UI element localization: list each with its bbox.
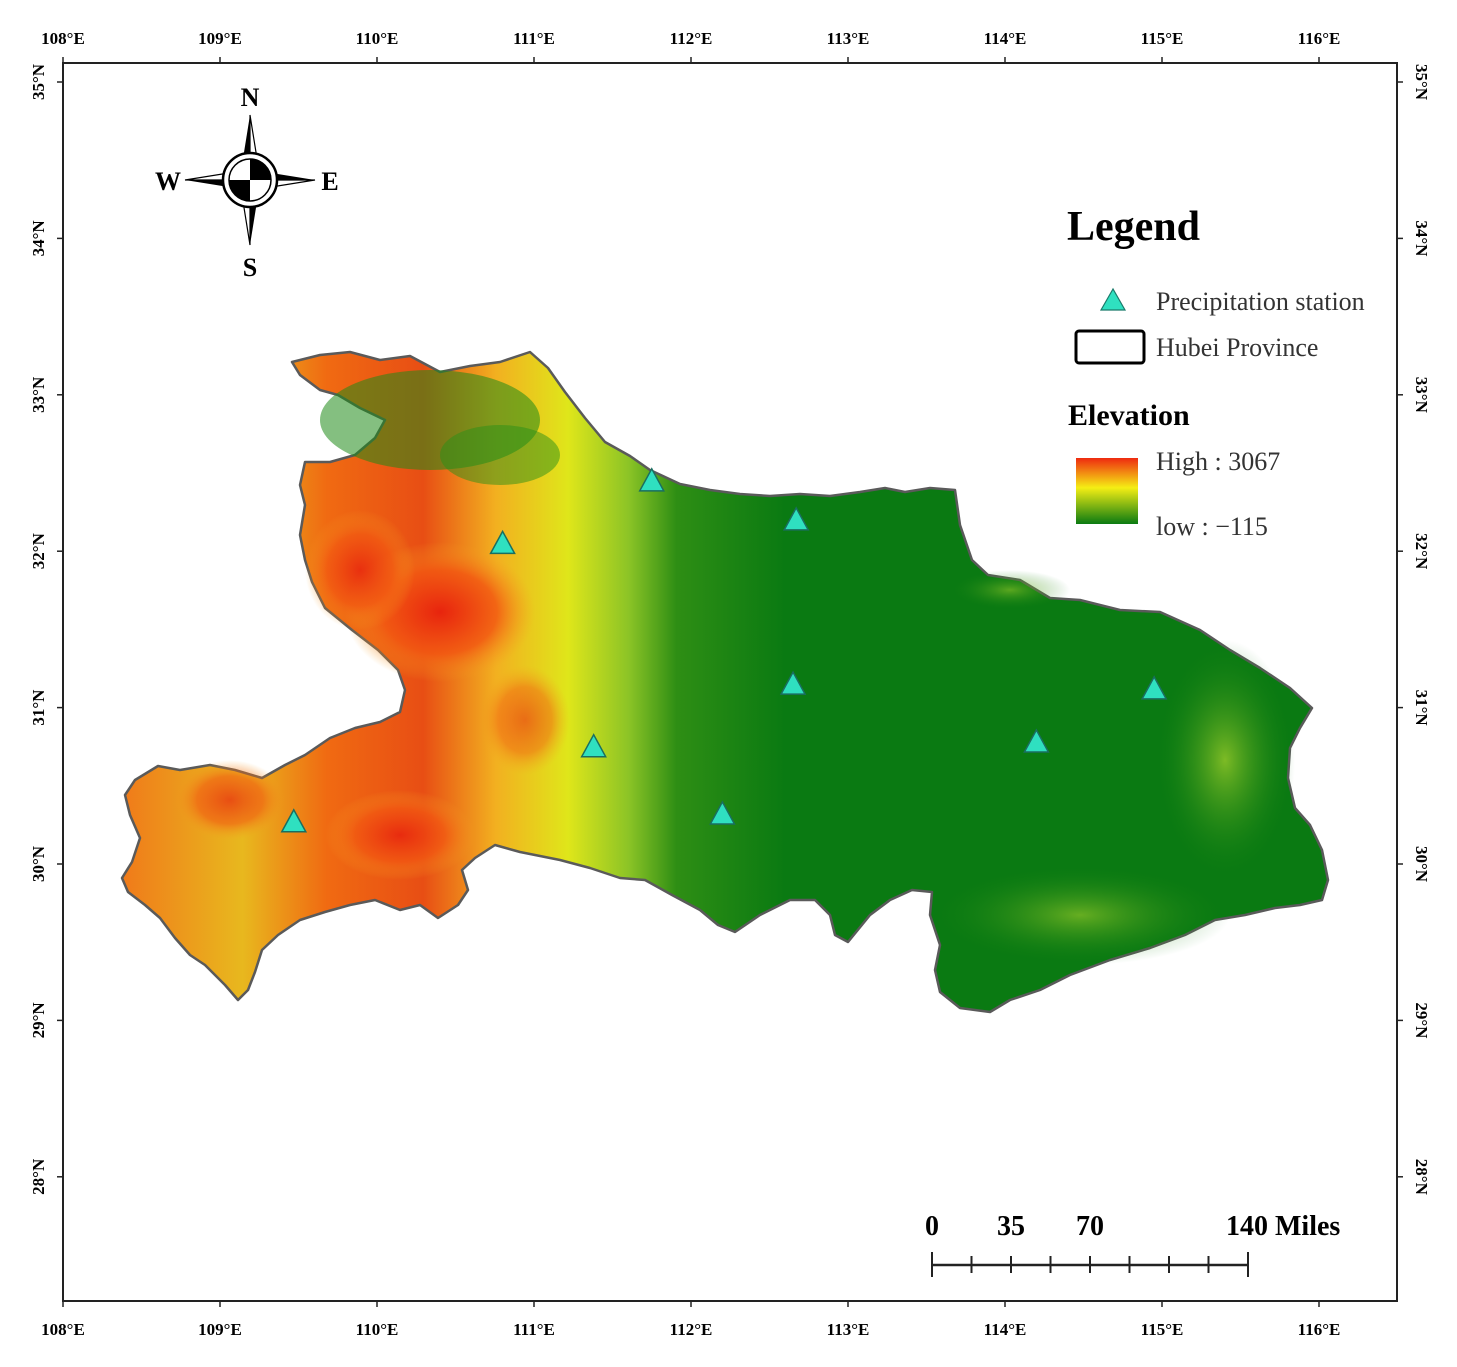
longitude-label-top: 112°E xyxy=(670,29,713,48)
longitude-label-bottom: 110°E xyxy=(356,1320,399,1339)
latitude-label-right: 35°N xyxy=(1412,64,1431,101)
precipitation-station-marker xyxy=(779,670,807,695)
latitude-label-right: 29°N xyxy=(1412,1002,1431,1039)
north-arrow-compass-icon: N S E W xyxy=(155,83,339,282)
longitude-label-top: 116°E xyxy=(1298,29,1341,48)
legend-high-label: High : 3067 xyxy=(1156,447,1280,476)
compass-west-label: W xyxy=(155,167,181,196)
longitude-label-bottom: 109°E xyxy=(198,1320,242,1339)
legend-low-label: low : −115 xyxy=(1156,512,1268,541)
longitude-label-top: 111°E xyxy=(513,29,555,48)
precipitation-station-marker xyxy=(1140,675,1168,700)
precipitation-station-marker xyxy=(782,506,810,531)
precipitation-station-marker xyxy=(709,800,736,825)
precipitation-station-marker xyxy=(280,808,308,833)
latitude-label-left: 35°N xyxy=(29,63,48,100)
latitude-label-left: 29°N xyxy=(29,1002,48,1039)
longitude-labels-bottom: 108°E 109°E 110°E 111°E 112°E 113°E 114°E 115°E… xyxy=(41,1301,1340,1339)
longitude-label-bottom: 115°E xyxy=(1141,1320,1184,1339)
scale-label-0: 0 xyxy=(925,1211,939,1242)
compass-south-label: S xyxy=(243,253,257,282)
legend-station-label: Precipitation station xyxy=(1156,287,1365,316)
latitude-label-left: 33°N xyxy=(29,376,48,413)
latitude-label-left: 28°N xyxy=(29,1158,48,1195)
latitude-label-right: 31°N xyxy=(1412,690,1431,727)
scale-label-140-miles: 140 Miles xyxy=(1226,1211,1340,1242)
latitude-label-right: 32°N xyxy=(1412,533,1431,570)
latitude-labels-left: 35°N 34°N 33°N 32°N 31°N 30°N 29°N 28°N xyxy=(29,63,63,1195)
longitude-label-top: 115°E xyxy=(1141,29,1184,48)
longitude-label-top: 108°E xyxy=(41,29,85,48)
legend-elevation-title: Elevation xyxy=(1068,399,1190,432)
longitude-label-bottom: 112°E xyxy=(670,1320,713,1339)
longitude-label-top: 114°E xyxy=(984,29,1027,48)
longitude-label-bottom: 113°E xyxy=(827,1320,870,1339)
precipitation-station-marker xyxy=(1023,728,1050,753)
compass-east-label: E xyxy=(321,167,338,196)
longitude-labels-top: 108°E 109°E 110°E 111°E 112°E 113°E 114°E 115°E… xyxy=(41,29,1340,63)
compass-north-label: N xyxy=(241,83,260,112)
scale-bar: 0 35 70 140 Miles xyxy=(925,1211,1340,1277)
longitude-label-top: 113°E xyxy=(827,29,870,48)
latitude-labels-right: 35°N 34°N 33°N 32°N 31°N 30°N 29°N 28°N xyxy=(1397,64,1431,1196)
scale-label-35: 35 xyxy=(997,1211,1025,1242)
latitude-label-left: 34°N xyxy=(29,220,48,257)
latitude-label-right: 33°N xyxy=(1412,377,1431,414)
elevation-relief-shading xyxy=(175,370,1295,965)
longitude-label-bottom: 108°E xyxy=(41,1320,85,1339)
longitude-label-bottom: 116°E xyxy=(1298,1320,1341,1339)
scale-label-70: 70 xyxy=(1076,1211,1104,1242)
legend: Legend Precipitation station Hubei Provi… xyxy=(1067,204,1365,541)
longitude-label-top: 109°E xyxy=(198,29,242,48)
elevation-color-ramp xyxy=(1076,458,1138,524)
latitude-label-right: 30°N xyxy=(1412,846,1431,883)
scale-bar-ticks xyxy=(931,1252,1249,1277)
latitude-label-right: 28°N xyxy=(1412,1159,1431,1196)
latitude-label-left: 31°N xyxy=(29,689,48,726)
legend-boundary-label: Hubei Province xyxy=(1156,333,1318,362)
longitude-label-top: 110°E xyxy=(356,29,399,48)
latitude-label-left: 32°N xyxy=(29,532,48,569)
longitude-label-bottom: 111°E xyxy=(513,1320,555,1339)
latitude-label-left: 30°N xyxy=(29,845,48,882)
map-frame xyxy=(62,62,1398,1302)
precipitation-station-marker xyxy=(580,733,607,758)
precipitation-station-marker xyxy=(638,467,666,492)
station-legend-icon xyxy=(1099,287,1127,311)
longitude-label-bottom: 114°E xyxy=(984,1320,1027,1339)
precipitation-station-marker xyxy=(489,529,516,555)
precipitation-stations-layer xyxy=(280,467,1168,833)
latitude-label-right: 34°N xyxy=(1412,220,1431,257)
legend-title: Legend xyxy=(1067,204,1200,250)
province-boundary-legend-icon xyxy=(1074,329,1146,365)
